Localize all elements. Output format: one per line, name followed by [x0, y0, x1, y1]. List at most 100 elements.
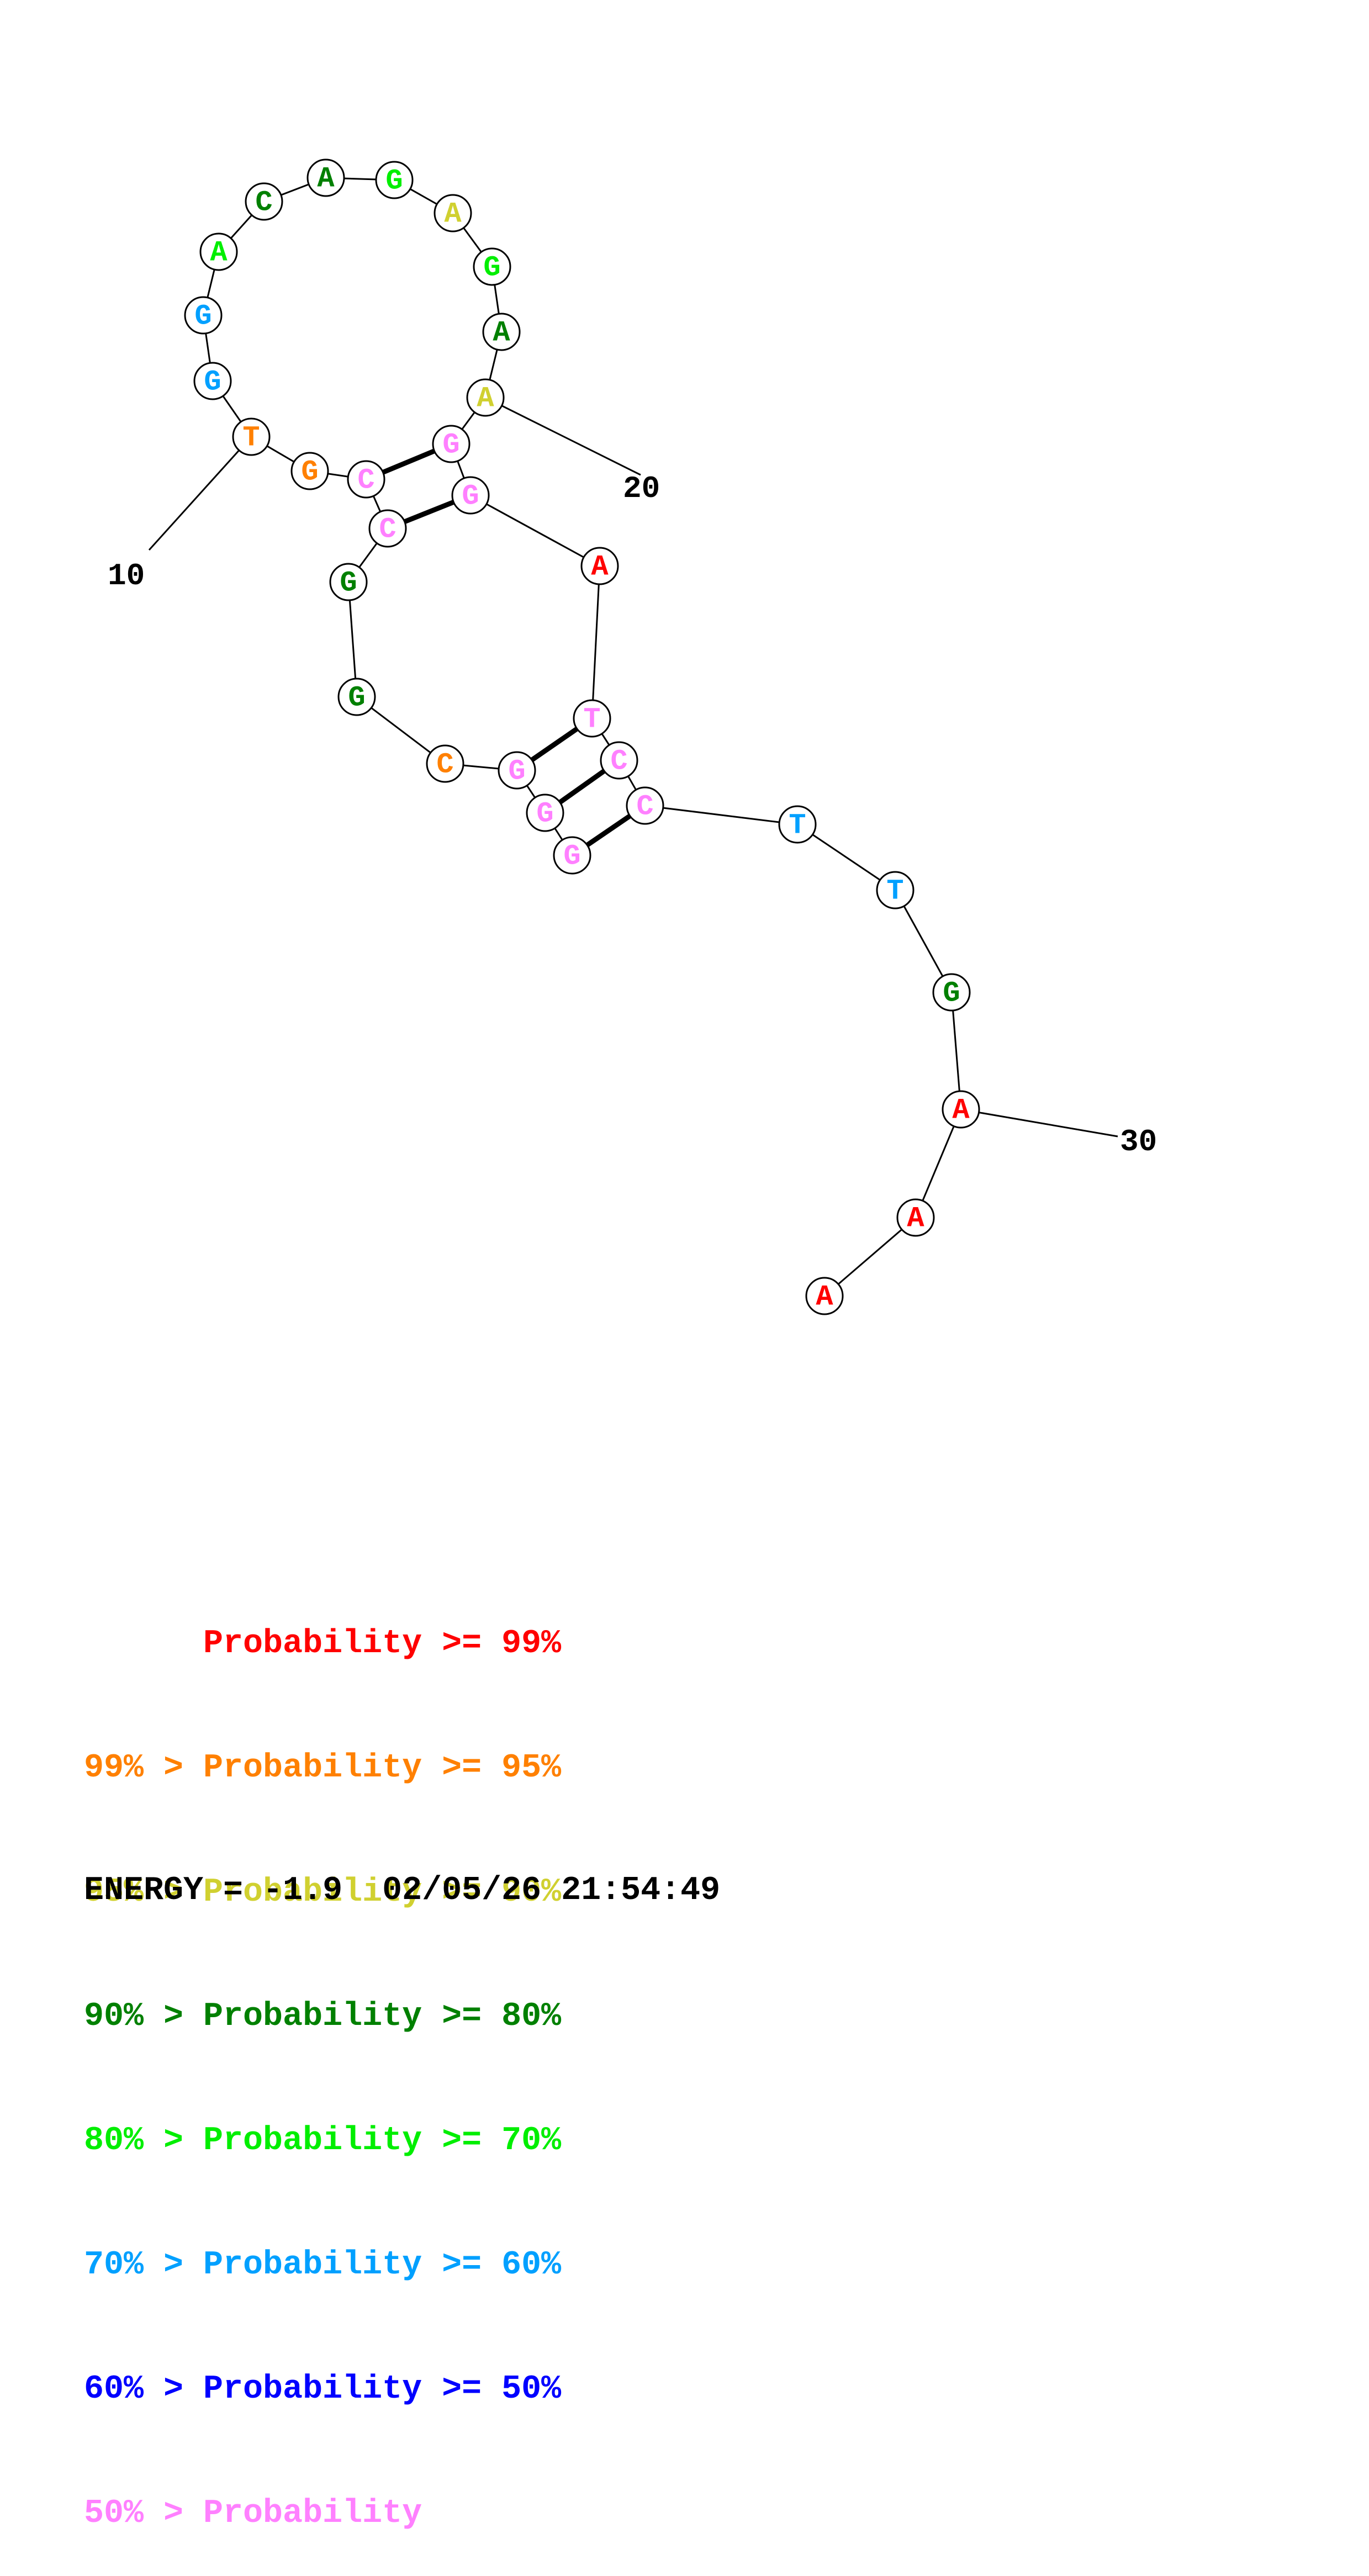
backbone-segment — [644, 805, 798, 826]
nucleotide-C: C — [600, 741, 638, 780]
nucleotide-circle — [426, 744, 464, 783]
nucleotide-G: G — [498, 751, 536, 790]
nucleotide-C: C — [245, 182, 283, 221]
legend-row-99: Probability >= 99% — [84, 1625, 562, 1663]
nucleotide-letter: C — [610, 745, 627, 778]
nucleotide-circle — [368, 509, 407, 548]
nucleotide-A: A — [482, 313, 521, 351]
nucleotide-letter: G — [563, 840, 580, 873]
legend-row-95: 99% > Probability >= 95% — [84, 1749, 562, 1787]
nucleotide-circle — [580, 547, 619, 585]
nucleotide-letter: A — [444, 198, 462, 231]
nucleotide-circle — [600, 741, 638, 780]
nucleotide-C: C — [626, 786, 664, 825]
nucleotide-A: A — [306, 158, 345, 197]
nucleotide-letter: G — [340, 567, 357, 600]
nucleotide-letter: A — [477, 383, 494, 415]
nucleotide-letter: G — [462, 480, 479, 513]
nucleotide-letter: C — [436, 749, 453, 781]
nucleotide-G: G — [184, 296, 223, 335]
position-label-line — [960, 1108, 1118, 1138]
nucleotide-letter: A — [952, 1094, 970, 1127]
nucleotide-G: G — [193, 362, 232, 400]
nucleotide-G: G — [290, 452, 329, 490]
position-label-20: 20 — [623, 471, 660, 506]
nucleotide-circle — [526, 794, 564, 832]
nucleotide-circle — [199, 232, 238, 271]
nucleotide-letter: G — [194, 300, 212, 333]
nucleotide-T: T — [232, 417, 271, 456]
nucleotide-circle — [573, 699, 611, 738]
nucleotide-letter: C — [357, 464, 374, 497]
nucleotide-circle — [329, 563, 368, 601]
position-label-line — [148, 436, 252, 551]
nucleotide-circle — [434, 194, 472, 232]
backbone-segment — [347, 581, 358, 697]
legend-row-below-50: 50% > Probability — [84, 2495, 422, 2532]
nucleotide-letter: T — [789, 810, 806, 842]
nucleotide-A: A — [805, 1277, 844, 1315]
nucleotide-circle — [184, 296, 223, 335]
nucleotide-circle — [876, 871, 915, 909]
nucleotide-letter: G — [385, 165, 403, 198]
nucleotide-letter: T — [242, 422, 260, 454]
nucleotide-letter: A — [591, 551, 609, 584]
nucleotide-circle — [896, 1198, 935, 1237]
nucleotide-letter: G — [943, 977, 960, 1010]
nucleotide-A: A — [896, 1198, 935, 1237]
nucleotide-A: A — [942, 1090, 980, 1129]
nucleotide-G: G — [932, 973, 971, 1012]
nucleotide-circle — [232, 417, 271, 456]
nucleotide-circle — [306, 158, 345, 197]
nucleotide-G: G — [329, 563, 368, 601]
nucleotide-circle — [193, 362, 232, 400]
backbone-segment — [915, 1109, 962, 1218]
nucleotide-letter: A — [907, 1203, 924, 1235]
probability-legend: Probability >= 99% 99% > Probability >= … — [84, 1541, 561, 2576]
nucleotide-G: G — [451, 476, 490, 515]
nucleotide-A: A — [466, 378, 505, 417]
nucleotide-G: G — [375, 161, 414, 199]
position-labels: 10 20 30 — [108, 471, 1157, 1160]
nucleotide-circle — [626, 786, 664, 825]
backbone-segment — [591, 565, 601, 719]
nucleotide-letter: C — [636, 791, 653, 823]
base-pair-bonds — [365, 441, 647, 858]
nucleotide-letter: G — [508, 755, 525, 788]
nucleotide-letter: G — [536, 798, 553, 831]
nucleotide-circle — [553, 836, 591, 875]
nucleotide-circle — [466, 378, 505, 417]
nucleotide-T: T — [876, 871, 915, 909]
nucleotide-T: T — [778, 805, 817, 844]
position-label-line — [485, 396, 641, 476]
legend-row-70: 80% > Probability >= 70% — [84, 2122, 562, 2160]
nucleotide-circle — [778, 805, 817, 844]
nucleotide-letter: T — [583, 703, 600, 736]
nucleotide-letter: G — [483, 252, 500, 284]
legend-row-60: 70% > Probability >= 60% — [84, 2246, 562, 2284]
nucleotide-letter: G — [348, 682, 365, 715]
nucleotide-circle — [432, 425, 471, 463]
backbone-segment — [797, 823, 896, 891]
nucleotide-letter: T — [886, 875, 903, 908]
nucleotide-letter: A — [317, 163, 335, 195]
nucleotide-circle — [245, 182, 283, 221]
nucleotide-letter: G — [204, 366, 221, 399]
nucleotide-circle — [805, 1277, 844, 1315]
nucleotide-A: A — [580, 547, 619, 585]
nucleotide-A: A — [434, 194, 472, 232]
nucleotide-circle — [347, 460, 385, 499]
nucleotide-C: C — [347, 460, 385, 499]
nucleotide-circle — [290, 452, 329, 490]
legend-row-80: 90% > Probability >= 80% — [84, 1998, 562, 2035]
nucleotide-letter: A — [493, 317, 510, 350]
nucleotide-letter: G — [301, 456, 318, 489]
nucleotide-letter: A — [210, 237, 228, 269]
nucleotide-T: T — [573, 699, 611, 738]
legend-row-90: 95% > Probability >= 90% — [84, 1874, 562, 1911]
nucleotide-G: G — [553, 836, 591, 875]
position-label-lines — [148, 396, 1118, 1138]
nucleotide-G: G — [526, 794, 564, 832]
nucleotide-circle — [932, 973, 971, 1012]
